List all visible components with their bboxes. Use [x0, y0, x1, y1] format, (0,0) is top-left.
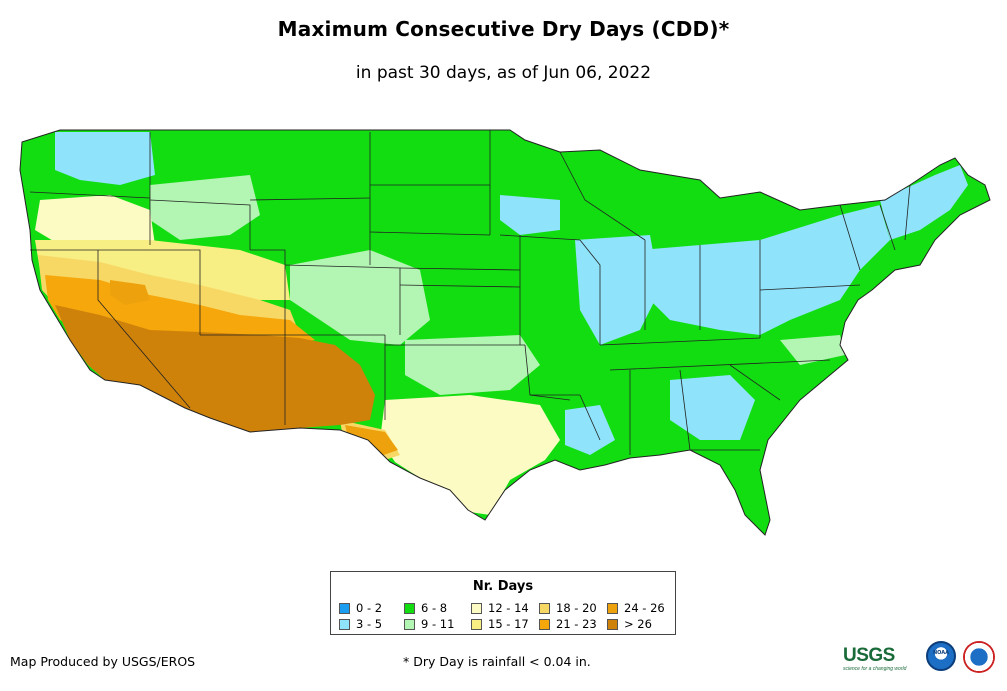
zone-9-11-carolinas	[780, 335, 845, 365]
zone-3-5-northeast	[880, 165, 968, 240]
usgs-logo: USGS	[843, 645, 895, 666]
map-credit: Map Produced by USGS/EROS	[10, 654, 196, 669]
legend: Nr. Days 0 - 2 3 - 5 6 - 8 9 - 11 12 - 1…	[330, 571, 676, 635]
zone-9-11-colorado-kansas	[290, 250, 430, 345]
legend-item: 12 - 14	[471, 602, 529, 615]
zone-9-11-idaho	[150, 175, 260, 240]
zone-24-26-nevada	[110, 280, 150, 305]
legend-swatch	[607, 603, 618, 614]
zone-3-5-georgia	[670, 375, 755, 440]
zone-15-17-great-basin	[35, 240, 290, 300]
map-subtitle: in past 30 days, as of Jun 06, 2022	[355, 63, 652, 83]
legend-item: 21 - 23	[539, 618, 597, 631]
legend-swatch	[339, 603, 350, 614]
zone-9-11-oklahoma	[405, 335, 540, 395]
legend-item: 0 - 2	[339, 602, 382, 615]
usgs-tagline: science for a changing world	[843, 666, 907, 672]
cdd-raster	[20, 130, 990, 535]
zone-3-5-illinois	[575, 235, 660, 345]
state-boundaries	[29, 130, 911, 455]
legend-swatch	[471, 603, 482, 614]
legend-swatch	[404, 619, 415, 630]
noaa-logo-icon	[926, 641, 956, 671]
legend-item: 6 - 8	[404, 602, 447, 615]
zone-3-5-pnw	[55, 132, 155, 185]
legend-swatch	[607, 619, 618, 630]
zone-3-5-ohio-valley	[640, 205, 890, 335]
dry-day-footnote: * Dry Day is rainfall < 0.04 in.	[403, 654, 591, 669]
nws-logo-icon	[963, 641, 995, 673]
map-title: Maximum Consecutive Dry Days (CDD)*	[277, 17, 730, 41]
zone-3-5-minnesota	[500, 195, 560, 235]
legend-item: 18 - 20	[539, 602, 597, 615]
zone-3-5-louisiana	[565, 405, 615, 455]
legend-item: 24 - 26	[607, 602, 665, 615]
zone-12-14-oregon	[35, 195, 155, 250]
legend-item: > 26	[607, 618, 652, 631]
legend-swatch	[539, 603, 550, 614]
legend-item: 15 - 17	[471, 618, 529, 631]
legend-item: 3 - 5	[339, 618, 382, 631]
legend-swatch	[339, 619, 350, 630]
legend-item: 9 - 11	[404, 618, 454, 631]
noaa-logo-text: NOAA	[932, 650, 950, 656]
legend-swatch	[539, 619, 550, 630]
legend-swatch	[471, 619, 482, 630]
zone-24-26-big-bend	[345, 425, 398, 458]
legend-title: Nr. Days	[472, 579, 534, 594]
zone-over-26-desert-sw	[55, 305, 375, 432]
zone-12-14-texas	[380, 395, 560, 515]
legend-swatch	[404, 603, 415, 614]
